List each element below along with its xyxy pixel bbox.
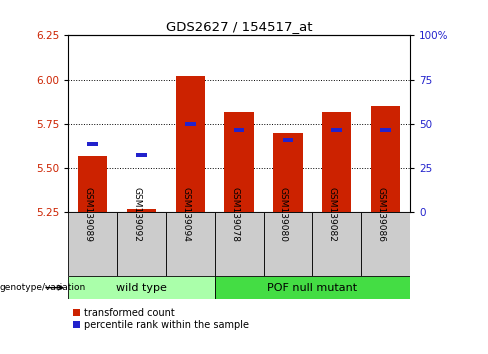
Text: GSM139092: GSM139092 [133, 187, 142, 242]
Text: GSM139082: GSM139082 [328, 187, 337, 242]
Bar [312, 212, 361, 276]
Bar [224, 112, 254, 212]
Text: GSM139094: GSM139094 [182, 187, 190, 242]
Text: GSM139089: GSM139089 [84, 187, 93, 242]
Bar [215, 276, 410, 299]
Bar [331, 128, 342, 132]
Bar [68, 276, 215, 299]
Bar [273, 133, 303, 212]
Text: POF null mutant: POF null mutant [267, 282, 357, 293]
Text: GSM139080: GSM139080 [279, 187, 288, 242]
Title: GDS2627 / 154517_at: GDS2627 / 154517_at [166, 20, 312, 33]
Bar [371, 106, 400, 212]
Bar [166, 212, 215, 276]
Bar [322, 112, 351, 212]
Text: GSM139078: GSM139078 [230, 187, 239, 242]
Bar [176, 76, 205, 212]
Bar [87, 142, 98, 146]
Bar [136, 153, 147, 157]
Legend: transformed count, percentile rank within the sample: transformed count, percentile rank withi… [73, 308, 249, 330]
Bar [380, 128, 391, 132]
Bar [68, 212, 117, 276]
Text: GSM139086: GSM139086 [377, 187, 386, 242]
Bar [127, 209, 156, 212]
Bar [78, 156, 107, 212]
Bar [215, 212, 264, 276]
Bar [234, 128, 244, 132]
Bar [361, 212, 410, 276]
Bar [283, 138, 293, 142]
Bar [264, 212, 312, 276]
Text: wild type: wild type [116, 282, 167, 293]
Text: genotype/variation: genotype/variation [0, 283, 86, 292]
Bar [117, 212, 166, 276]
Bar [185, 122, 196, 126]
